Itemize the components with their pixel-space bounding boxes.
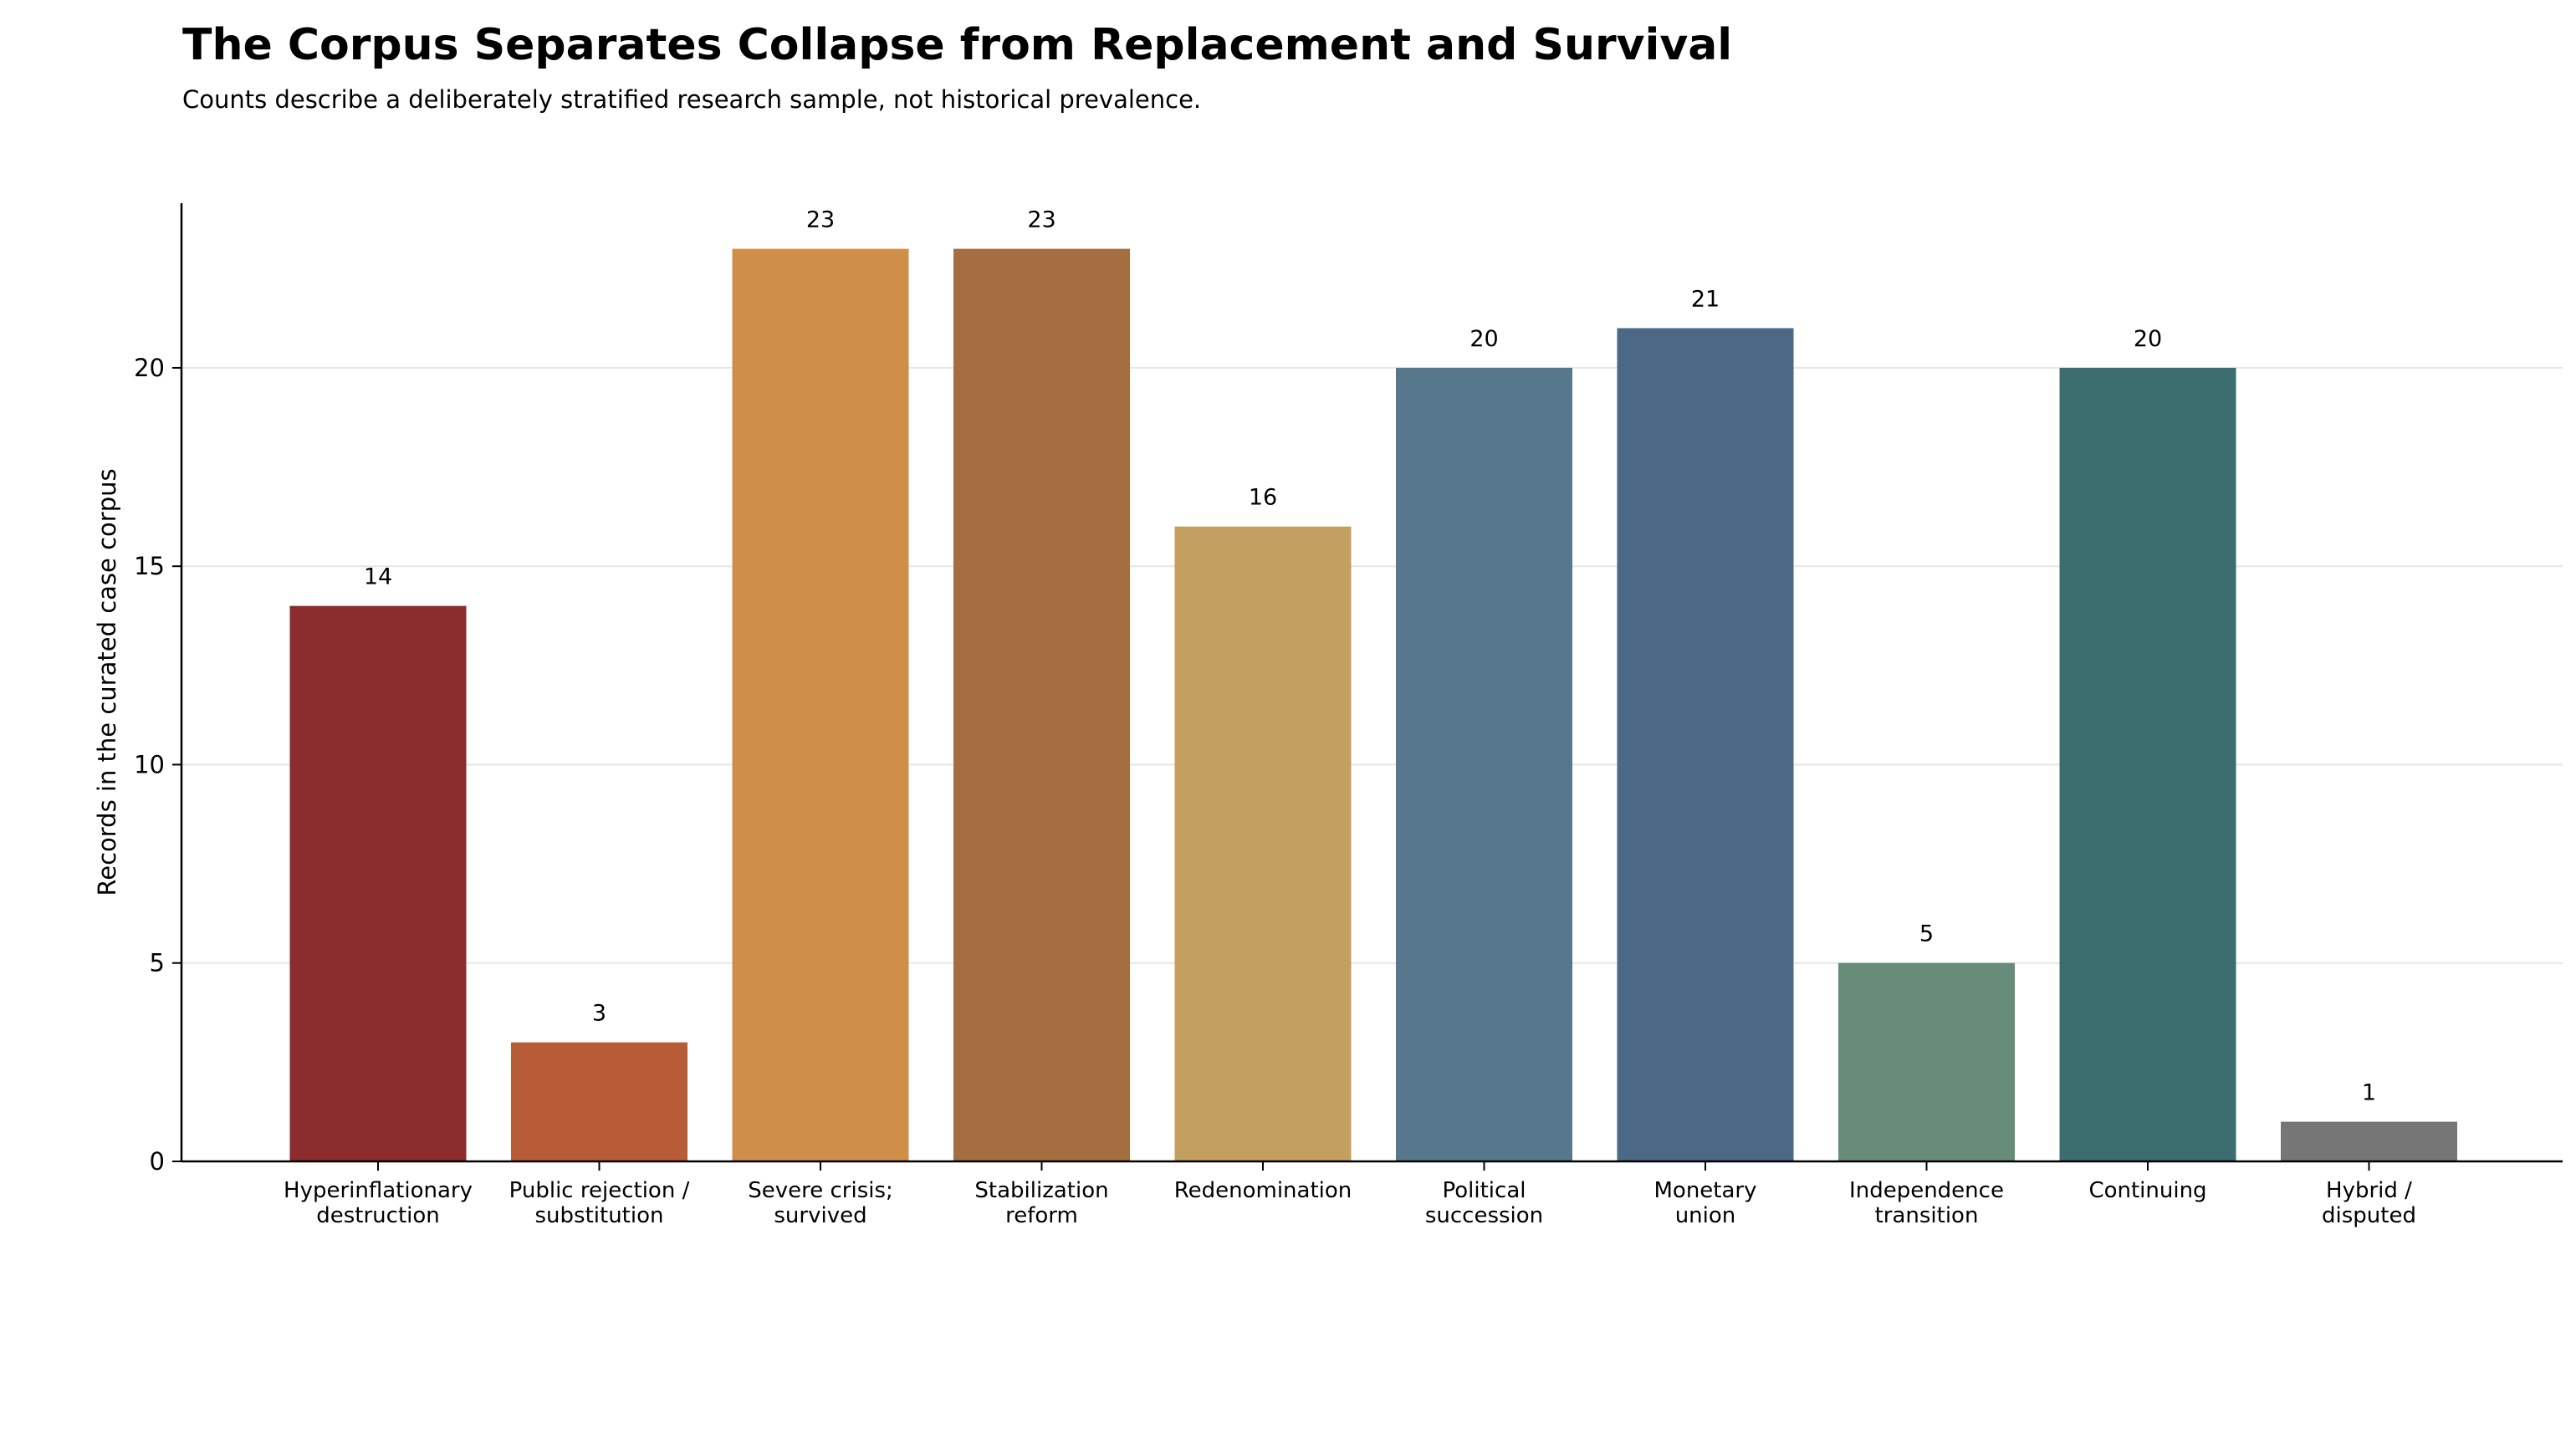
- x-tick-label-line: Independence: [1849, 1178, 2004, 1203]
- x-tick-label: Redenomination: [1174, 1178, 1352, 1203]
- bar: [1396, 367, 1572, 1162]
- x-tick-label: Public rejection / substitution: [509, 1178, 690, 1228]
- data-label: 21: [1691, 286, 1720, 312]
- y-axis-label: Records in the curated case corpus: [93, 468, 121, 895]
- y-tick-label: 10: [134, 750, 165, 778]
- x-tick-label-line: destruction: [316, 1203, 440, 1228]
- x-tick-label: Continuing: [2088, 1178, 2206, 1203]
- data-label: 23: [806, 207, 835, 233]
- x-tick-label: Independence transition: [1849, 1178, 2004, 1228]
- x-tick-label-line: substitution: [535, 1203, 664, 1228]
- bar: [732, 248, 909, 1162]
- data-label: 16: [1249, 485, 1277, 511]
- x-tick-label-line: union: [1675, 1203, 1736, 1228]
- y-tick-label: 5: [150, 949, 165, 977]
- x-tick-label-line: reform: [1005, 1203, 1078, 1228]
- x-tick-label-line: Hyperinflationary: [284, 1178, 473, 1203]
- bar: [1838, 962, 2015, 1161]
- data-label: 20: [2134, 326, 2162, 352]
- x-tick-label-line: survived: [774, 1203, 866, 1228]
- x-tick-label-line: Political: [1443, 1178, 1526, 1203]
- x-tick-label: Severe crisis; survived: [748, 1178, 893, 1228]
- x-tick-label: Monetary union: [1653, 1178, 1756, 1228]
- chart-subtitle: Counts describe a deliberately stratifie…: [182, 85, 1202, 114]
- x-tick-label: Stabilization reform: [974, 1178, 1108, 1228]
- bars: [289, 248, 2457, 1162]
- chart-title: The Corpus Separates Collapse from Repla…: [182, 20, 1733, 70]
- x-tick-label: Hybrid / disputed: [2322, 1178, 2416, 1228]
- x-tick-label-line: transition: [1875, 1203, 1979, 1228]
- x-tick-label-line: disputed: [2322, 1203, 2416, 1228]
- bar: [1617, 328, 1794, 1161]
- bar: [1174, 526, 1352, 1161]
- x-tick-label-line: Redenomination: [1174, 1178, 1352, 1203]
- bar: [289, 605, 467, 1161]
- x-tick-label: Hyperinflationary destruction: [284, 1178, 473, 1228]
- x-tick-label-line: Continuing: [2088, 1178, 2206, 1203]
- bar: [953, 248, 1130, 1162]
- data-labels: 14 3 23 23 16 20 21 5 20 1: [364, 207, 2376, 1106]
- y-tick-label: 0: [150, 1147, 165, 1176]
- x-tick-label-line: Public rejection /: [509, 1178, 690, 1203]
- data-label: 1: [2362, 1080, 2376, 1106]
- data-label: 20: [1469, 326, 1498, 352]
- x-tick-label-line: Monetary: [1653, 1178, 1756, 1203]
- bar: [511, 1042, 687, 1161]
- y-tick-label: 15: [134, 552, 165, 580]
- data-label: 5: [1919, 921, 1934, 947]
- bar: [2281, 1121, 2457, 1161]
- data-label: 3: [592, 1001, 606, 1027]
- data-label: 23: [1027, 207, 1055, 233]
- y-tick-label: 20: [134, 354, 165, 382]
- data-label: 14: [364, 564, 392, 590]
- bar: [2059, 367, 2236, 1162]
- x-tick-label-line: Stabilization: [974, 1178, 1108, 1203]
- x-tick-label-line: Severe crisis;: [748, 1178, 893, 1203]
- x-tick-label: Political succession: [1425, 1178, 1543, 1228]
- x-tick-label-line: Hybrid /: [2326, 1178, 2412, 1203]
- x-tick-label-line: succession: [1425, 1203, 1543, 1228]
